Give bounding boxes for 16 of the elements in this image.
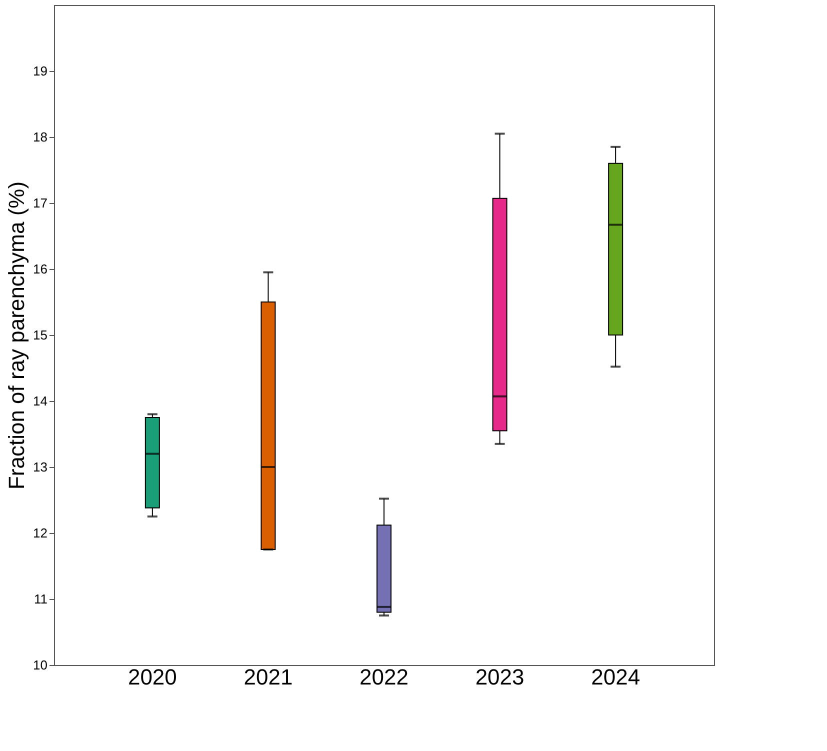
x-tick-label: 2020 [128, 664, 177, 690]
y-tick-label: 14 [33, 394, 48, 408]
x-tick-label: 2021 [244, 664, 293, 690]
y-tick-label: 13 [33, 460, 48, 474]
y-tick-label: 11 [34, 592, 48, 606]
y-tick-label: 15 [33, 328, 48, 342]
y-tick-label: 16 [33, 262, 48, 276]
y-tick-label: 18 [33, 130, 48, 144]
x-tick-label: 2022 [360, 664, 408, 690]
y-tick-label: 19 [33, 64, 48, 78]
y-axis-title: Fraction of ray parenchyma (%) [4, 181, 30, 490]
y-tick-label: 10 [33, 658, 48, 672]
y-tick-label: 17 [33, 196, 48, 210]
y-tick-label: 12 [33, 526, 48, 540]
x-tick-label: 2023 [475, 664, 524, 690]
x-tick-label: 2024 [591, 664, 640, 690]
